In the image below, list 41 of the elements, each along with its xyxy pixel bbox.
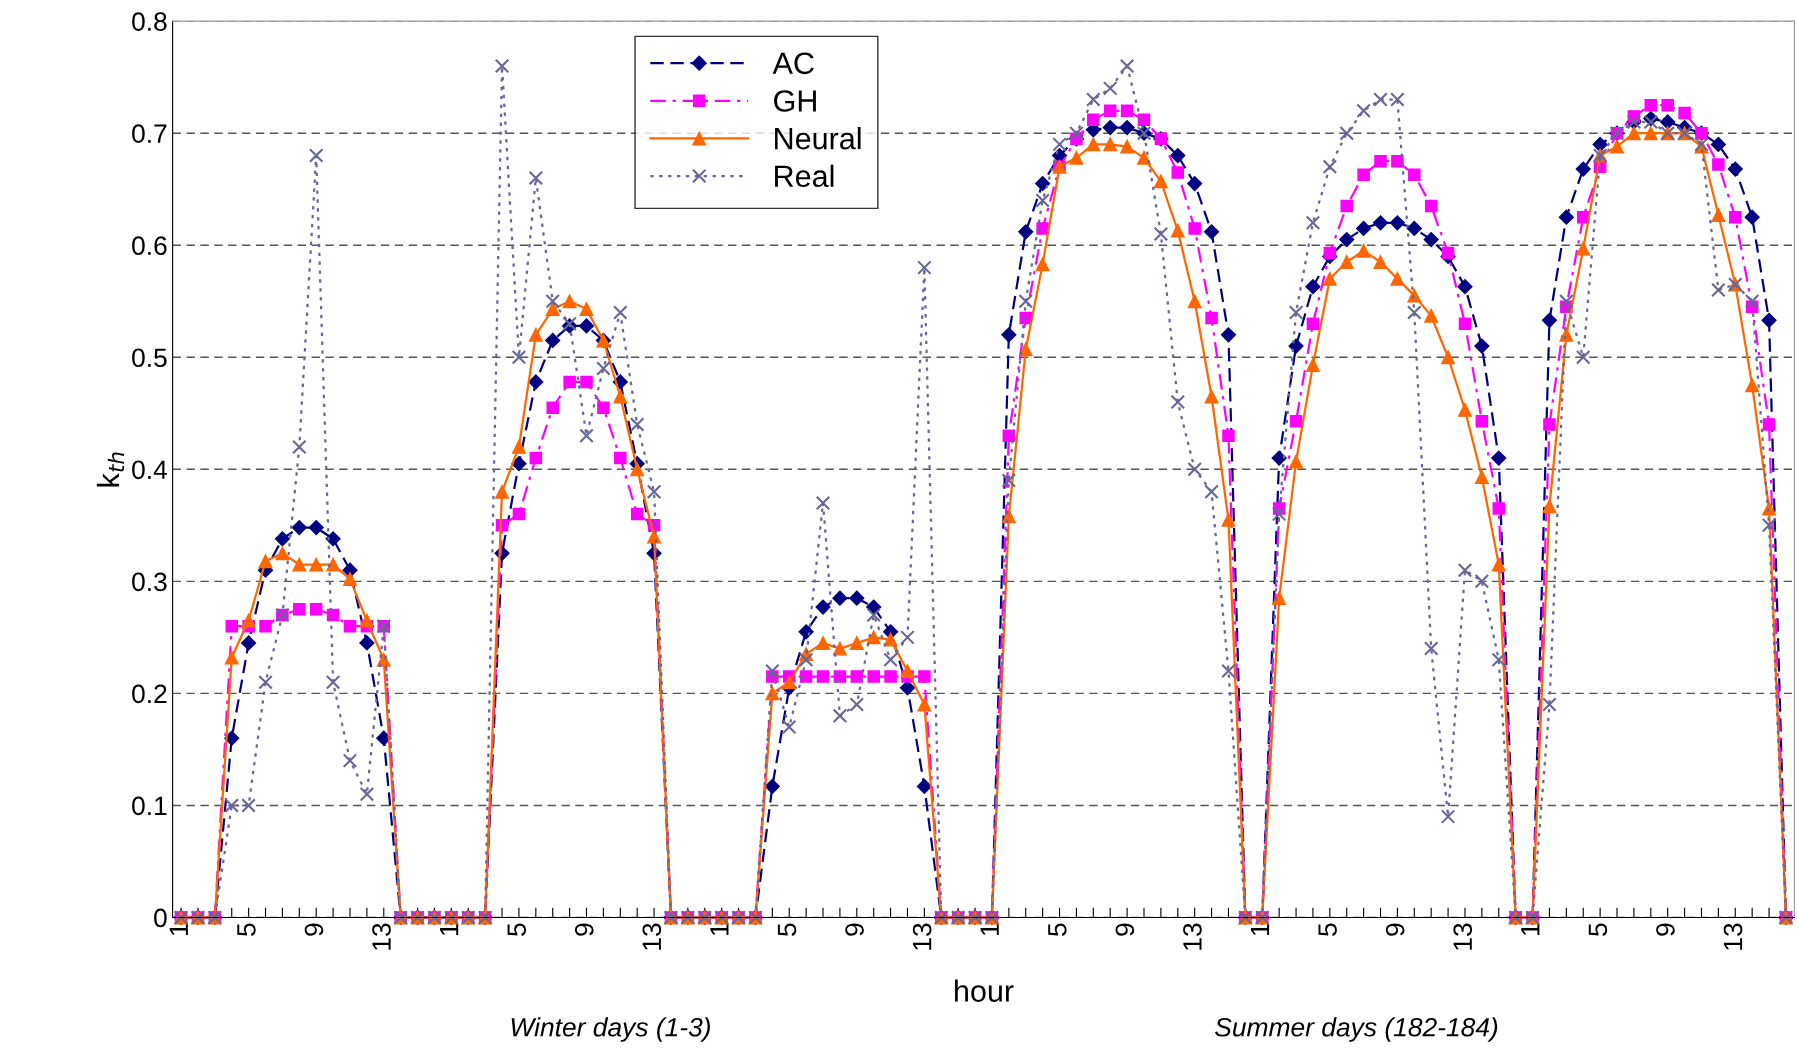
- text: Summer days (182-184): [1215, 1017, 1498, 1042]
- x-tick-label: 13: [1453, 923, 1473, 950]
- x-tick-label: 5: [777, 923, 797, 936]
- x-tick-label: 5: [1048, 923, 1067, 936]
- y-tick-label: 0.6: [132, 236, 167, 256]
- y-tick-label: 0.8: [132, 12, 167, 31]
- y-tick-label: 0.7: [132, 124, 167, 143]
- x-tick-label: 9: [1656, 923, 1675, 936]
- x-tick-label: 5: [1318, 923, 1337, 936]
- legend-label: GH: [774, 90, 816, 112]
- x-tick-label: 9: [845, 923, 864, 936]
- x-tick-label: 1: [169, 923, 188, 935]
- x-tick-label: 1: [980, 923, 999, 935]
- legend-label: Real: [775, 164, 834, 188]
- x-tick-label: 13: [912, 923, 932, 950]
- y-tick-label: 0.5: [132, 348, 167, 368]
- x-tick-label: 13: [1723, 923, 1743, 950]
- x-tick-label: 9: [304, 923, 324, 936]
- x-tick-label: 1: [1521, 923, 1540, 935]
- y-tick-label: 0.1: [132, 796, 167, 816]
- y-tick-label: 0.3: [132, 572, 167, 592]
- x-axis-title: hour: [955, 979, 1014, 1002]
- x-tick-label: 5: [237, 923, 256, 936]
- legend-label: AC: [772, 52, 814, 75]
- x-tick-label: 13: [642, 923, 662, 950]
- y-tick-label: 0: [154, 908, 167, 928]
- text: Winter days (1-3): [511, 1017, 710, 1042]
- x-tick-label: 9: [1115, 923, 1135, 936]
- x-tick-label: 1: [440, 923, 459, 935]
- y-axis-title: k$_{th}$: [96, 452, 125, 487]
- x-tick-label: 1: [710, 923, 729, 935]
- x-tick-label: 5: [1588, 923, 1608, 936]
- x-tick-label: 5: [507, 923, 527, 936]
- x-tick-label: 9: [1385, 923, 1405, 936]
- legend-label: Neural: [775, 127, 861, 150]
- y-tick-label: 0.4: [132, 460, 167, 480]
- x-tick-label: 13: [1183, 923, 1202, 950]
- x-tick-label: 9: [574, 923, 594, 936]
- x-tick-label: 13: [372, 923, 391, 950]
- x-tick-label: 1: [1250, 923, 1270, 935]
- y-tick-label: 0.2: [132, 684, 167, 704]
